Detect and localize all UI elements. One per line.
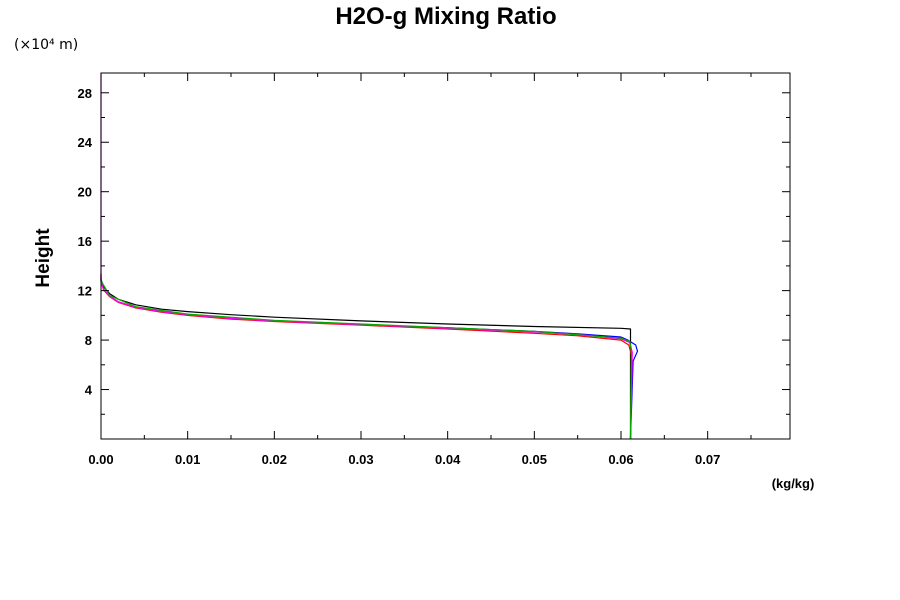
y-tick-label: 28	[78, 86, 92, 101]
y-tick-label: 24	[78, 135, 93, 150]
x-tick-label: 0.02	[262, 452, 287, 467]
x-tick-label: 0.03	[348, 452, 373, 467]
series-layer	[100, 73, 639, 440]
x-tick-label: 0.01	[175, 452, 200, 467]
y-tick-label: 8	[85, 333, 92, 348]
chart-title: H2O-g Mixing Ratio	[335, 3, 556, 30]
y-tick-label: 16	[78, 234, 92, 249]
y-axis-title: Height	[33, 228, 54, 288]
x-tick-label: 0.06	[608, 452, 633, 467]
x-tick-label: 0.07	[695, 452, 720, 467]
x-tick-label: 0.00	[88, 452, 113, 467]
tick-layer: 0.00 0.01 0.02 0.03 0.04 0.05 0.06 0.07 4 8 12 16 20…	[78, 73, 790, 467]
y-tick-label: 12	[78, 284, 92, 299]
series-line-5	[100, 280, 633, 440]
series-line-1	[100, 273, 632, 439]
y-tick-label: 20	[78, 185, 92, 200]
series-line-3	[100, 274, 633, 440]
y-axis-scale-label: (×10⁴ m)	[14, 37, 78, 53]
x-tick-label: 0.05	[522, 452, 547, 467]
plot-frame	[100, 72, 791, 440]
y-tick-label: 4	[85, 383, 93, 398]
x-axis-unit-label: (kg/kg)	[772, 476, 815, 491]
series-line-4	[100, 73, 633, 440]
x-tick-label: 0.04	[435, 452, 461, 467]
series-line-2	[100, 275, 639, 440]
